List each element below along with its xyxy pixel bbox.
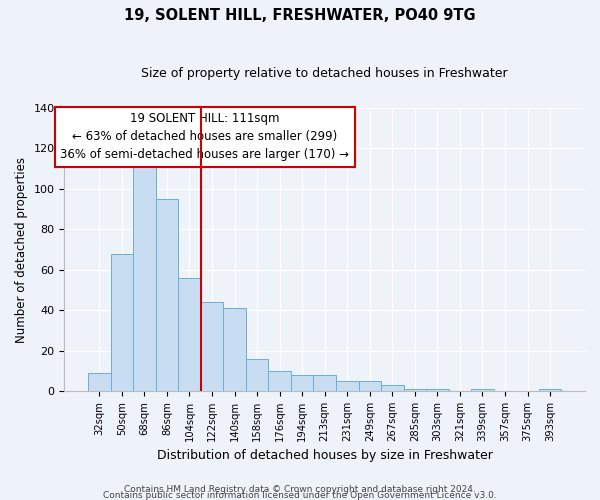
Text: 19 SOLENT HILL: 111sqm
← 63% of detached houses are smaller (299)
36% of semi-de: 19 SOLENT HILL: 111sqm ← 63% of detached… [61, 112, 349, 162]
Bar [178, 278, 201, 391]
Bar [404, 389, 426, 391]
Bar [155, 199, 178, 391]
Bar [246, 358, 268, 391]
Bar [381, 385, 404, 391]
Bar [268, 371, 291, 391]
Bar [133, 166, 155, 391]
Bar [201, 302, 223, 391]
Text: Contains HM Land Registry data © Crown copyright and database right 2024.: Contains HM Land Registry data © Crown c… [124, 484, 476, 494]
Bar [110, 254, 133, 391]
Bar [88, 373, 110, 391]
Text: 19, SOLENT HILL, FRESHWATER, PO40 9TG: 19, SOLENT HILL, FRESHWATER, PO40 9TG [124, 8, 476, 22]
Bar [291, 375, 313, 391]
X-axis label: Distribution of detached houses by size in Freshwater: Distribution of detached houses by size … [157, 450, 493, 462]
Bar [426, 389, 449, 391]
Bar [313, 375, 336, 391]
Text: Contains public sector information licensed under the Open Government Licence v3: Contains public sector information licen… [103, 490, 497, 500]
Bar [539, 389, 562, 391]
Bar [359, 381, 381, 391]
Y-axis label: Number of detached properties: Number of detached properties [15, 156, 28, 342]
Bar [336, 381, 359, 391]
Title: Size of property relative to detached houses in Freshwater: Size of property relative to detached ho… [142, 68, 508, 80]
Bar [471, 389, 494, 391]
Bar [223, 308, 246, 391]
